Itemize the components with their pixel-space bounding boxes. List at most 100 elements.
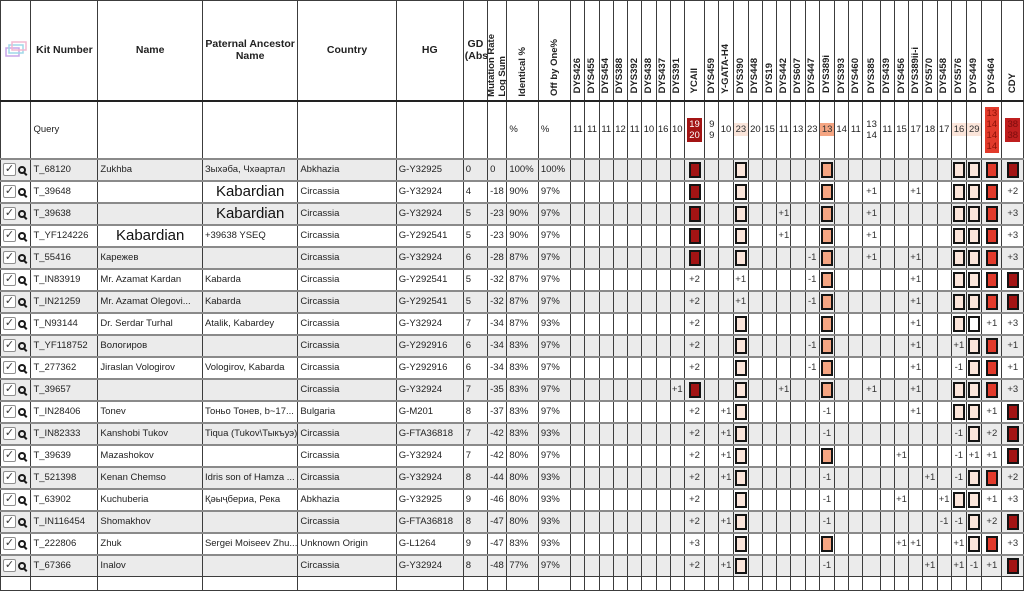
- row-checkbox[interactable]: ✓: [3, 383, 16, 396]
- magnifier-icon[interactable]: [18, 231, 26, 240]
- col-header-DYS607: DYS607: [790, 0, 806, 102]
- row-checkbox[interactable]: ✓: [3, 207, 16, 220]
- magnifier-icon[interactable]: [18, 341, 26, 350]
- partial-cell: [704, 576, 720, 591]
- cell-offbyone-pct: 97%: [537, 289, 572, 313]
- row-checkbox[interactable]: ✓: [3, 405, 16, 418]
- row-checkbox[interactable]: ✓: [3, 559, 16, 573]
- row-checkbox[interactable]: ✓: [3, 471, 16, 484]
- row-checkbox[interactable]: ✓: [3, 229, 16, 242]
- marker-cell-DYS390: +1: [732, 289, 749, 313]
- marker-cell-DYS392: [627, 531, 643, 555]
- marker-cell-DYS19: [762, 179, 778, 203]
- marker-cell-CDY: +2: [1001, 465, 1024, 489]
- marker-cell-DYS449: [965, 289, 983, 313]
- row-checkbox[interactable]: ✓: [3, 449, 16, 462]
- magnifier-icon[interactable]: [18, 473, 26, 482]
- marker-cell-DYS607: [790, 509, 806, 533]
- cell-offbyone-pct: 97%: [537, 333, 572, 357]
- table-header: Kit Number Name Paternal Ancestor Name Coun…: [0, 0, 1024, 102]
- row-checkbox[interactable]: ✓: [3, 537, 16, 550]
- marker-cell-DYS392: [627, 355, 643, 379]
- magnifier-icon[interactable]: [18, 319, 26, 328]
- marker-delta: +2: [1007, 186, 1019, 197]
- col-header-CDY: CDY: [1001, 0, 1024, 102]
- row-checkbox[interactable]: ✓: [3, 295, 16, 308]
- magnifier-icon[interactable]: [18, 539, 26, 548]
- cell-paternal-ancestor: [201, 377, 299, 401]
- magnifier-icon[interactable]: [18, 363, 26, 372]
- cell-mutation-log-sum: -35: [487, 377, 508, 401]
- row-checkbox[interactable]: ✓: [3, 317, 16, 330]
- cell-name: Kuchuberia: [97, 487, 203, 511]
- cell-haplogroup: G-L1264: [395, 531, 464, 555]
- marker-cell-DYS455: [584, 289, 600, 313]
- row-checkbox[interactable]: ✓: [3, 251, 16, 264]
- marker-cell-DYS19: [762, 443, 778, 467]
- magnifier-icon[interactable]: [18, 165, 26, 174]
- col-header-DYS389i: DYS389i: [818, 0, 836, 102]
- marker-cell-DYS393: [834, 465, 850, 489]
- magnifier-icon[interactable]: [18, 209, 26, 218]
- marker-cell-DYS459: [704, 201, 720, 225]
- query-offbyone-unit: %: [537, 100, 572, 159]
- magnifier-icon[interactable]: [18, 495, 26, 504]
- cell-name: [97, 201, 203, 225]
- marker-delta: +2: [689, 472, 700, 483]
- marker-cell-DYS19: [762, 267, 778, 291]
- query-marker-CDY: 38 38: [1001, 100, 1024, 159]
- partial-cell: [879, 576, 895, 591]
- magnifier-icon[interactable]: [18, 429, 26, 438]
- marker-cell-DYS389ii-i: +1: [908, 399, 924, 423]
- row-checkbox[interactable]: ✓: [3, 361, 16, 374]
- query-marker-DYS455: 11: [584, 100, 600, 159]
- marker-cell-DYS459: [704, 399, 720, 423]
- row-checkbox[interactable]: ✓: [3, 185, 16, 198]
- marker-cell-DYS388: [612, 157, 629, 181]
- marker-match-box: [820, 293, 833, 310]
- magnifier-icon[interactable]: [18, 561, 26, 570]
- table-row: ✓ T_39657 Circassia G-Y32924 7 -35 83% 97% +1 +1 +…: [0, 377, 1024, 401]
- cell-name: Dr. Serdar Turhal: [97, 311, 203, 335]
- marker-cell-DYS448: [747, 311, 764, 335]
- magnifier-icon[interactable]: [18, 275, 26, 284]
- cell-offbyone-pct: 100%: [537, 157, 572, 181]
- magnifier-icon[interactable]: [18, 517, 26, 526]
- row-checkbox[interactable]: ✓: [3, 163, 16, 176]
- magnifier-icon[interactable]: [18, 297, 26, 306]
- row-checkbox[interactable]: ✓: [3, 427, 16, 440]
- magnifier-icon[interactable]: [18, 187, 26, 196]
- marker-delta: -1: [822, 428, 832, 439]
- marker-delta: +1: [938, 494, 950, 505]
- row-checkbox[interactable]: ✓: [3, 273, 16, 286]
- query-identical-unit: %: [506, 100, 539, 159]
- marker-cell-DYS448: [747, 443, 764, 467]
- magnifier-icon[interactable]: [18, 385, 26, 394]
- marker-cell-DYS464: [981, 355, 1003, 379]
- marker-cell-DYS576: -1: [950, 421, 967, 445]
- marker-match-box: [734, 557, 747, 574]
- cell-haplogroup: G-Y32924: [395, 201, 464, 225]
- magnifier-icon[interactable]: [18, 407, 26, 416]
- marker-match-box: [688, 227, 701, 244]
- marker-delta: -1: [954, 362, 964, 373]
- magnifier-icon[interactable]: [18, 451, 26, 460]
- marker-cell-DYS389i: [818, 531, 836, 555]
- marker-cell-DYS442: [776, 157, 792, 181]
- cell-offbyone-pct: 93%: [537, 311, 572, 335]
- marker-cell-DYS607: [790, 201, 806, 225]
- magnifier-icon[interactable]: [18, 253, 26, 262]
- row-checkbox[interactable]: ✓: [3, 515, 16, 528]
- marker-cell-DYS460: [848, 377, 864, 401]
- partial-cell: [395, 576, 464, 591]
- row-checkbox[interactable]: ✓: [3, 493, 16, 506]
- marker-cell-DYS19: [762, 289, 778, 313]
- marker-cell-DYS570: [922, 355, 938, 379]
- partial-cell: [732, 576, 749, 591]
- marker-delta: +1: [910, 362, 922, 373]
- marker-match-box: [968, 359, 981, 376]
- cell-identical-pct: 83%: [506, 421, 539, 445]
- query-marker-DYS448: 20: [747, 100, 764, 159]
- row-checkbox[interactable]: ✓: [3, 339, 16, 352]
- marker-match-box: [968, 293, 981, 310]
